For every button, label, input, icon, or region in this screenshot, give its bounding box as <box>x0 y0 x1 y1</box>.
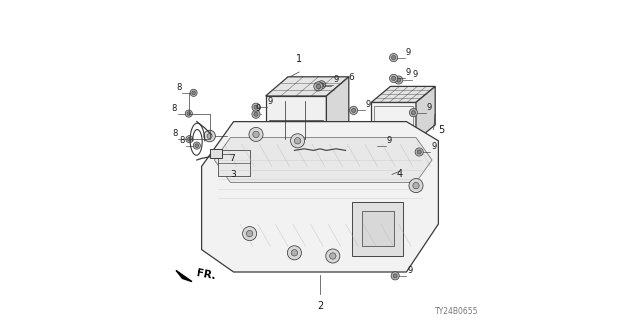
Text: 9: 9 <box>431 142 436 151</box>
Circle shape <box>291 134 305 148</box>
Circle shape <box>252 110 260 118</box>
Circle shape <box>291 250 298 256</box>
Circle shape <box>392 56 396 60</box>
Text: 9: 9 <box>365 100 371 109</box>
Circle shape <box>314 82 323 91</box>
Text: 8: 8 <box>172 129 178 138</box>
Polygon shape <box>362 211 394 246</box>
Circle shape <box>412 111 415 115</box>
Circle shape <box>243 227 257 241</box>
Text: 5: 5 <box>438 124 445 135</box>
Circle shape <box>287 246 301 260</box>
Circle shape <box>390 74 397 83</box>
Polygon shape <box>352 202 403 256</box>
Text: 8: 8 <box>177 83 182 92</box>
Circle shape <box>409 179 423 193</box>
Text: 9: 9 <box>268 97 273 106</box>
Circle shape <box>207 133 212 139</box>
Text: 8: 8 <box>172 104 177 113</box>
Circle shape <box>397 78 401 82</box>
Circle shape <box>395 76 403 84</box>
Circle shape <box>294 138 301 144</box>
Circle shape <box>391 272 399 280</box>
Text: 9: 9 <box>406 48 411 57</box>
Circle shape <box>392 76 396 80</box>
Circle shape <box>254 105 258 109</box>
Text: 9: 9 <box>407 266 412 275</box>
Polygon shape <box>214 138 432 182</box>
Circle shape <box>369 141 377 150</box>
Circle shape <box>316 84 321 89</box>
Text: 4: 4 <box>397 169 403 180</box>
Text: 9: 9 <box>387 136 392 145</box>
Text: 9: 9 <box>255 104 260 113</box>
Circle shape <box>187 112 191 116</box>
Circle shape <box>351 108 356 112</box>
Circle shape <box>326 249 340 263</box>
Circle shape <box>413 182 419 189</box>
Circle shape <box>410 108 417 117</box>
Text: FR.: FR. <box>195 268 216 282</box>
Text: 9: 9 <box>412 70 417 79</box>
Polygon shape <box>218 150 250 176</box>
Polygon shape <box>346 150 400 163</box>
Circle shape <box>186 136 193 143</box>
Text: 6: 6 <box>349 73 355 82</box>
Circle shape <box>192 91 195 95</box>
Text: 9: 9 <box>333 75 339 84</box>
Circle shape <box>195 144 198 148</box>
Polygon shape <box>202 122 438 272</box>
Circle shape <box>249 127 263 141</box>
Circle shape <box>415 148 423 156</box>
Text: 9: 9 <box>406 68 411 77</box>
Circle shape <box>371 144 375 148</box>
Circle shape <box>252 103 260 111</box>
Polygon shape <box>371 102 416 141</box>
Circle shape <box>253 131 259 138</box>
Text: 1: 1 <box>296 54 302 64</box>
Circle shape <box>393 274 397 278</box>
Text: 2: 2 <box>317 301 323 311</box>
Circle shape <box>246 230 253 237</box>
Circle shape <box>349 106 358 115</box>
Circle shape <box>390 53 397 62</box>
Text: 7: 7 <box>229 154 234 163</box>
Polygon shape <box>384 150 400 192</box>
Circle shape <box>193 142 200 149</box>
Text: 8: 8 <box>180 136 185 145</box>
Polygon shape <box>266 77 349 96</box>
Polygon shape <box>371 86 435 102</box>
Circle shape <box>188 137 191 141</box>
Circle shape <box>317 81 326 89</box>
Circle shape <box>185 110 193 117</box>
Circle shape <box>330 253 336 259</box>
Circle shape <box>190 89 197 96</box>
Text: 3: 3 <box>230 170 236 179</box>
Polygon shape <box>326 77 349 144</box>
Text: 9: 9 <box>427 103 432 112</box>
Circle shape <box>254 112 258 116</box>
Text: TY24B0655: TY24B0655 <box>435 307 479 316</box>
Circle shape <box>417 150 421 154</box>
Polygon shape <box>176 270 192 282</box>
Polygon shape <box>346 163 384 192</box>
Polygon shape <box>416 86 435 141</box>
Circle shape <box>319 83 324 87</box>
Polygon shape <box>266 96 326 144</box>
Polygon shape <box>210 149 223 158</box>
Circle shape <box>204 130 215 142</box>
Polygon shape <box>317 122 325 139</box>
